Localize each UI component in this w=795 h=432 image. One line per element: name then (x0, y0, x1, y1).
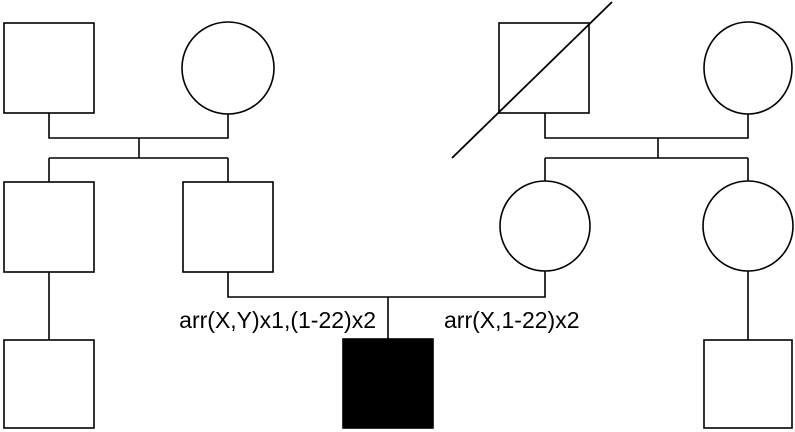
paternal-uncle-symbol (3, 181, 95, 273)
father-symbol (182, 181, 274, 273)
maternal-karyotype-label: arr(X,1-22)x2 (444, 307, 579, 333)
paternal-cousin-symbol (3, 339, 95, 429)
paternal-grandmother-symbol (181, 21, 275, 115)
maternal-grandparents-mating-line (544, 113, 749, 139)
parents-mating-line (227, 271, 546, 298)
paternal-grandparents-mating-line (48, 113, 229, 139)
paternal-karyotype-label: arr(X,Y)x1,(1-22)x2 (179, 307, 376, 333)
deceased-slash (451, 1, 613, 159)
maternal-aunt-symbol (702, 180, 794, 272)
mother-symbol (499, 180, 591, 272)
paternal-grandfather-symbol (3, 22, 95, 114)
maternal-grandmother-symbol (703, 21, 793, 115)
proband-symbol (342, 338, 434, 429)
maternal-cousin-symbol (703, 339, 793, 429)
